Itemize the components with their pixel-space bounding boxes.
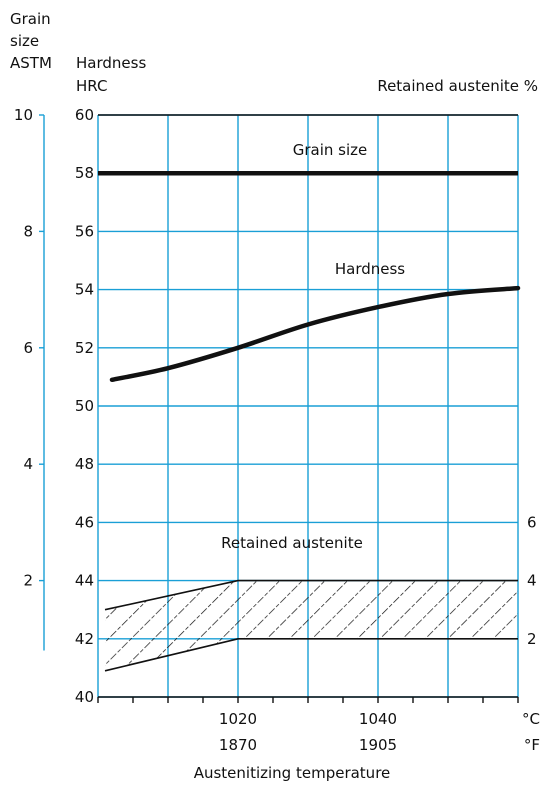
tick-labels: 4042444648505254565860246810246102018701… xyxy=(14,106,540,754)
grain-axis-label-line3: ASTM xyxy=(10,54,52,72)
hrc-tick-label-58: 58 xyxy=(75,164,94,182)
x-tick-label-f-1905: 1905 xyxy=(359,736,397,754)
band-hatch xyxy=(105,580,518,671)
grain-tick-label-2: 2 xyxy=(23,572,33,590)
band-label: Retained austenite xyxy=(221,534,363,552)
hrc-tick-label-50: 50 xyxy=(75,397,94,415)
x-tick-label-c-1020: 1020 xyxy=(219,710,257,728)
hrc-axis-label-line1: Hardness xyxy=(76,54,146,72)
hrc-tick-label-44: 44 xyxy=(75,572,94,590)
grain-tick-label-6: 6 xyxy=(23,339,33,357)
band-lower-edge xyxy=(104,638,518,672)
x-tick-label-c-1040: 1040 xyxy=(359,710,397,728)
retained-austenite-band: Retained austenite xyxy=(104,534,518,672)
hrc-tick-label-56: 56 xyxy=(75,222,94,240)
grain-size-label: Grain size xyxy=(293,141,368,159)
x-unit-f: °F xyxy=(524,736,540,754)
hrc-tick-label-60: 60 xyxy=(75,106,94,124)
grain-tick-label-10: 10 xyxy=(14,106,33,124)
band-upper-edge xyxy=(104,579,518,611)
grain-axis-label-line1: Grain xyxy=(10,10,51,28)
hrc-tick-label-46: 46 xyxy=(75,513,94,531)
axes xyxy=(39,114,519,703)
grain-axis-label-line2: size xyxy=(10,32,39,50)
austenite-axis-label: Retained austenite % xyxy=(377,77,538,95)
hrc-tick-label-52: 52 xyxy=(75,339,94,357)
hrc-tick-label-40: 40 xyxy=(75,688,94,706)
hardness-line xyxy=(109,285,521,383)
hrc-tick-label-42: 42 xyxy=(75,630,94,648)
hrc-axis-label-line2: HRC xyxy=(76,77,107,95)
x-tick-label-f-1870: 1870 xyxy=(219,736,257,754)
grain-tick-label-8: 8 xyxy=(23,222,33,240)
x-unit-c: °C xyxy=(522,710,540,728)
hrc-tick-label-48: 48 xyxy=(75,455,94,473)
grain-tick-label-4: 4 xyxy=(23,455,33,473)
x-axis-label: Austenitizing temperature xyxy=(194,764,391,782)
series-lines: Grain size Hardness xyxy=(98,141,521,383)
austenite-tick-label-4: 4 xyxy=(527,572,537,590)
austenite-tick-label-6: 6 xyxy=(527,513,537,531)
hrc-tick-label-54: 54 xyxy=(75,281,94,299)
hardness-label: Hardness xyxy=(335,260,405,278)
austenite-tick-label-2: 2 xyxy=(527,630,537,648)
